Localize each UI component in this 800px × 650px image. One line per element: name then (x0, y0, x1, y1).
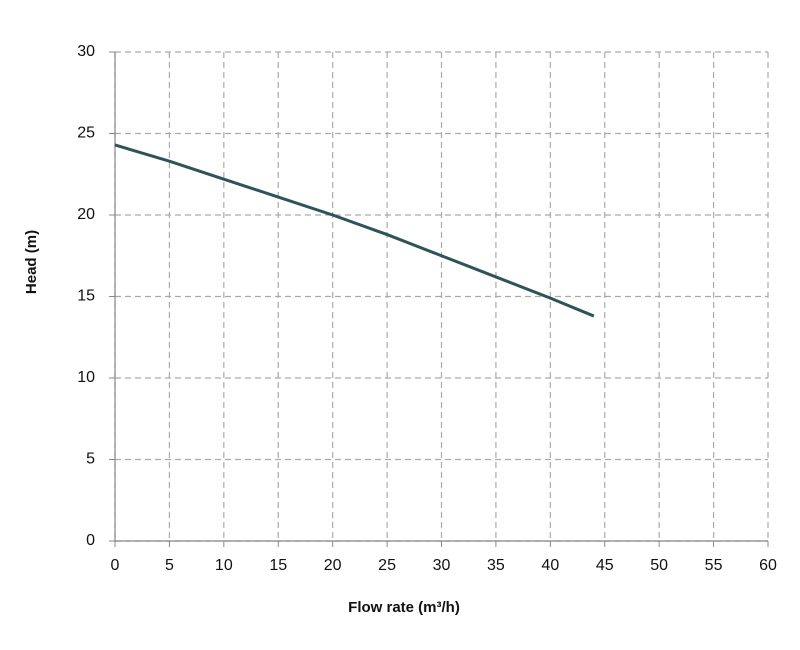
y-tick-label: 20 (77, 206, 95, 223)
y-tick-label: 25 (77, 125, 95, 142)
y-tick-label: 10 (77, 369, 95, 386)
y-tick-label: 15 (77, 288, 95, 305)
x-tick-label: 60 (759, 557, 777, 574)
y-tick-label: 5 (86, 451, 95, 468)
x-tick-label: 25 (378, 557, 396, 574)
x-tick-label: 30 (433, 557, 451, 574)
x-tick-label: 50 (650, 557, 668, 574)
x-axis-title: Flow rate (m³/h) (348, 599, 460, 616)
y-axis-title: Head (m) (23, 230, 40, 294)
x-tick-label: 40 (541, 557, 559, 574)
x-tick-label: 0 (111, 557, 120, 574)
x-tick-label: 55 (705, 557, 723, 574)
x-tick-label: 5 (165, 557, 174, 574)
y-tick-label: 30 (77, 43, 95, 60)
x-tick-label: 15 (269, 557, 287, 574)
x-tick-label: 10 (215, 557, 233, 574)
y-tick-label: 0 (86, 532, 95, 549)
x-tick-label: 45 (596, 557, 614, 574)
x-tick-label: 20 (324, 557, 342, 574)
line (114, 143, 595, 318)
x-tick-label: 35 (487, 557, 505, 574)
